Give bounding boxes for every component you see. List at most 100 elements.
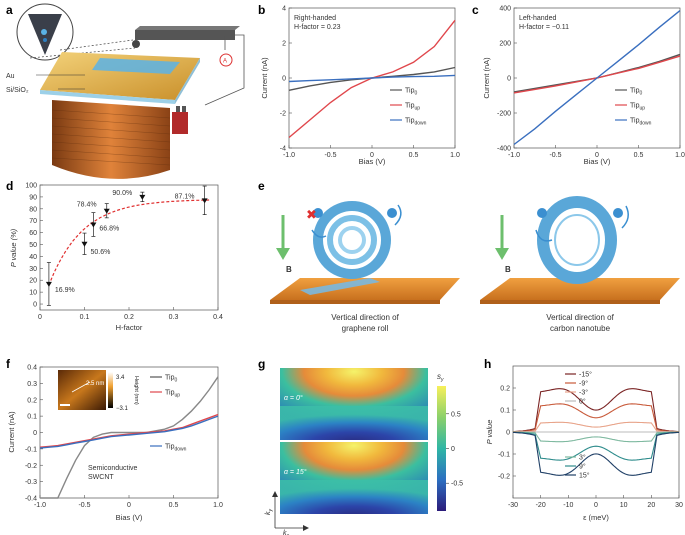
g-alpha-top: α = 0° [284,394,303,402]
x-tick-label: -30 [508,502,518,509]
label-au: Au [6,73,15,80]
cbar-tick-label: 0.5 [451,411,461,418]
y-tick-label: 60 [29,230,37,237]
y-tick-label: 0.2 [500,386,510,393]
b-ticks: -1.0 -0.5 0 0.5 1.0 -4 -2 0 2 4 [280,6,460,160]
panel-letter-e: e [258,179,265,193]
d-ylabel: P value (%) [9,228,18,267]
y-tick-label: 90 [29,194,37,201]
panel-letter-d: d [6,179,13,193]
cbar-tick-label: -0.5 [451,481,463,488]
y-tick-label: 50 [29,242,37,249]
x-tick-label: 20 [647,502,655,509]
x-tick-label: 0.4 [213,314,223,321]
panel-c: c -1.0 -0.5 0 0.5 1.0 -400 -200 0 200 400 Left-ha… [472,3,685,166]
y-tick-label: 400 [499,6,511,13]
y-tick-label: 0.1 [27,414,37,421]
x-tick-label: 30 [675,502,683,509]
panel-letter-c: c [472,3,479,17]
b-ylabel: Current (nA) [260,57,269,99]
y-tick-label: 0 [506,430,510,437]
point-label: 16.9% [55,287,75,294]
x-tick-label: 0 [370,152,374,159]
f-legend: Tip0 Tipup Tipdown [150,375,187,453]
point-label: 90.0% [112,190,132,197]
stm-inset-image [58,370,106,410]
legend-label: 0° [579,398,586,406]
h-ylabel: P value [485,420,494,445]
e-caption-left-1: Vertical direction of [331,313,399,322]
x-tick-label: -0.5 [549,152,561,159]
y-tick-label: -0.2 [25,463,37,470]
f-xlabel: Bias (V) [116,513,143,522]
series--9° [512,403,680,433]
b-handedness: Right-handed [294,15,336,22]
x-tick-label: 10 [620,502,628,509]
y-tick-label: 40 [29,254,37,261]
y-tick-label: -0.2 [498,474,510,481]
y-tick-label: 0 [282,76,286,83]
f-annotation-2: SWCNT [88,474,114,481]
d-points: 16.9% 50.6% 66.8% 78.4% 90.0% 87.1% [45,185,208,306]
legend-label: 15° [579,472,590,480]
e-caption-right-2: carbon nanotube [550,324,611,333]
c-ylabel: Current (nA) [482,57,491,99]
c-series [513,10,681,146]
f-inset-scale: 2.5 nm [86,381,104,387]
b-series [288,19,456,139]
coil-connector [172,112,188,134]
panel-e: e B ✖ Vertical direction of graphene rol… [258,179,680,333]
x-tick-label: -0.5 [78,502,90,509]
y-tick-label: -4 [280,146,286,153]
series--15° [513,388,679,433]
f-legend-tipdown: Tipdown [165,444,187,453]
cbar-tick-label: 0 [451,446,455,453]
x-tick-label: 0.5 [169,502,179,509]
panel-letter-g: g [258,357,265,371]
c-legend-tip0: Tip0 [630,88,642,97]
b-legend-tipup: Tipup [405,103,420,112]
d-xlabel: H-factor [116,323,143,332]
x-tick-label: -20 [536,502,546,509]
y-tick-label: 0.4 [27,365,37,372]
f-ylabel: Current (nA) [7,411,16,453]
series-Tipup [288,19,456,139]
legend-label: 3° [579,454,586,462]
substrate-left [270,278,460,300]
y-tick-label: 20 [29,278,37,285]
x-tick-label: 1.0 [450,152,460,159]
g-alpha-bottom: α = 15° [284,468,307,476]
fit-line [48,199,210,286]
panel-g: g α = 0° α = 15° ky kx sy 0.5 0 -0.5 [258,357,463,535]
x-tick-label: -0.5 [324,152,336,159]
point-label: 87.1% [175,193,195,200]
x-tick-label: 0.5 [634,152,644,159]
y-tick-label: 30 [29,266,37,273]
f-series [39,376,219,499]
y-tick-label: -400 [497,146,511,153]
b-field-label-right: B [505,265,511,274]
y-tick-label: -0.3 [25,479,37,486]
g-kx-label: kx [283,530,290,535]
y-tick-label: 0 [33,302,37,309]
series--3° [513,421,679,433]
y-tick-label: -0.4 [25,496,37,503]
b-field-label-left: B [286,265,292,274]
x-tick-label: 0.3 [169,314,179,321]
series-Tip0 [288,66,456,91]
series-Tipdown [288,74,456,83]
panel-letter-f: f [6,357,11,371]
ammeter-icon [219,53,233,67]
panel-a: a A Au Si/ [6,3,245,179]
b-xlabel: Bias (V) [359,157,386,166]
panel-f: f -1.0 -0.5 0 0.5 1.0 -0.4 -0.3 -0.2 -0.1 0 0.1 0.2… [6,357,223,522]
x-tick-label: -1.0 [283,152,295,159]
panel-letter-b: b [258,3,265,17]
c-handedness: Left-handed [519,15,556,22]
electron-ball-left [313,208,323,218]
c-ticks: -1.0 -0.5 0 0.5 1.0 -400 -200 0 200 400 [497,6,685,160]
graphene-sheet [300,278,380,295]
c-legend-tipup: Tipup [630,103,645,112]
e-caption-left-2: graphene roll [342,324,389,333]
